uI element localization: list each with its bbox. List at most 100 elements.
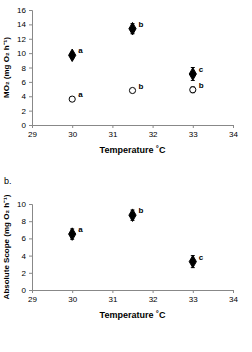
x-axis-title: Temperature ˚C — [100, 145, 166, 155]
y-tick: 0 — [22, 286, 32, 295]
y-tick-label: 0 — [22, 286, 27, 295]
x-tick-label: 31 — [108, 130, 117, 139]
x-axis-line — [33, 126, 234, 129]
x-tick-label: 33 — [189, 295, 198, 304]
x-tick-mark — [193, 290, 194, 293]
x-tick: 30 — [68, 290, 77, 304]
x-tick-label: 32 — [149, 130, 158, 139]
y-tick: 4 — [22, 92, 32, 101]
y-tick-label: 0 — [22, 121, 27, 130]
y-tick-mark — [29, 204, 32, 205]
x-tick-label: 33 — [189, 130, 198, 139]
x-tick-mark — [233, 125, 234, 128]
x-tick: 31 — [108, 125, 117, 139]
y-tick-mark — [29, 82, 32, 83]
y-axis: 0 2 4 6 8 10 12 14 16 — [17, 6, 32, 130]
x-tick-label: 31 — [108, 295, 117, 304]
y-tick-label: 6 — [22, 234, 27, 243]
y-axis-title: Absolute Scope (mg O₂ h⁻¹) — [2, 194, 11, 299]
point — [69, 96, 75, 102]
point — [69, 49, 76, 61]
point — [129, 87, 135, 93]
y-tick-label: 14 — [17, 20, 26, 29]
y-axis-line — [29, 11, 33, 126]
point-letter: a — [78, 90, 83, 99]
x-tick: 34 — [229, 290, 238, 304]
y-tick-label: 2 — [22, 269, 27, 278]
y-tick: 8 — [22, 217, 32, 226]
plot-area — [69, 22, 197, 102]
x-tick: 33 — [189, 125, 198, 139]
y-tick-label: 10 — [17, 200, 26, 209]
point-letter: a — [78, 225, 83, 234]
point — [69, 228, 76, 240]
y-tick-mark — [29, 290, 32, 291]
annotations: a b c — [78, 206, 204, 261]
x-axis: 29 30 31 32 33 34 — [28, 125, 238, 139]
y-tick-label: 2 — [22, 107, 27, 116]
point-letter: c — [199, 65, 204, 74]
x-tick-label: 32 — [149, 295, 158, 304]
x-tick-label: 29 — [28, 295, 37, 304]
point — [189, 68, 196, 80]
y-tick: 4 — [22, 252, 32, 261]
x-tick-mark — [112, 290, 113, 293]
y-tick-label: 6 — [22, 78, 27, 87]
x-axis-line — [33, 291, 234, 294]
y-tick-mark — [29, 10, 32, 11]
y-axis-line — [29, 205, 33, 291]
x-tick-label: 30 — [68, 130, 77, 139]
y-tick: 6 — [22, 234, 32, 243]
point-letter: b — [139, 206, 144, 215]
y-tick-mark — [29, 39, 32, 40]
y-tick-label: 4 — [22, 252, 27, 261]
y-tick-mark — [29, 68, 32, 69]
y-tick-label: 10 — [17, 49, 26, 58]
x-axis-title: Temperature ˚C — [100, 310, 166, 320]
x-tick: 31 — [108, 290, 117, 304]
point-letter: a — [78, 46, 83, 55]
y-tick-mark — [29, 256, 32, 257]
y-tick: 16 — [17, 6, 32, 15]
x-tick-mark — [233, 290, 234, 293]
y-tick-mark — [29, 238, 32, 239]
y-tick: 2 — [22, 269, 32, 278]
point — [189, 255, 196, 267]
x-tick-label: 29 — [28, 130, 37, 139]
panel-title: b. — [4, 176, 12, 186]
point-letter: b — [199, 81, 204, 90]
x-tick: 32 — [149, 290, 158, 304]
y-tick-mark — [29, 96, 32, 97]
point-letter: b — [139, 82, 144, 91]
y-tick: 14 — [17, 20, 32, 29]
x-tick: 34 — [229, 125, 238, 139]
x-tick-mark — [193, 125, 194, 128]
y-tick: 6 — [22, 78, 32, 87]
y-tick-mark — [29, 125, 32, 126]
y-tick-label: 8 — [22, 64, 27, 73]
y-tick: 0 — [22, 121, 32, 130]
x-tick-mark — [153, 290, 154, 293]
y-tick-label: 4 — [22, 92, 27, 101]
plot-area — [69, 209, 197, 268]
y-tick-label: 8 — [22, 217, 27, 226]
point-letter: c — [199, 253, 204, 262]
annotations: abcabb — [78, 20, 204, 99]
x-tick: 32 — [149, 125, 158, 139]
x-tick-label: 34 — [229, 130, 238, 139]
y-tick-label: 16 — [17, 6, 26, 15]
y-tick: 10 — [17, 200, 32, 209]
x-tick-mark — [72, 290, 73, 293]
y-tick: 8 — [22, 64, 32, 73]
point-letter: b — [139, 20, 144, 29]
point — [129, 22, 136, 34]
x-tick-mark — [112, 125, 113, 128]
y-tick: 2 — [22, 107, 32, 116]
x-tick: 29 — [28, 125, 37, 139]
y-tick: 10 — [17, 49, 32, 58]
y-axis-title: MO₂ (mg O₂ h⁻¹) — [2, 37, 11, 98]
y-tick-mark — [29, 53, 32, 54]
y-tick-mark — [29, 24, 32, 25]
y-tick-label: 12 — [17, 35, 26, 44]
panel: 29 30 31 32 33 34 0 2 4 6 8 10 12 14 16 Temperature ˚C M… — [2, 6, 238, 155]
